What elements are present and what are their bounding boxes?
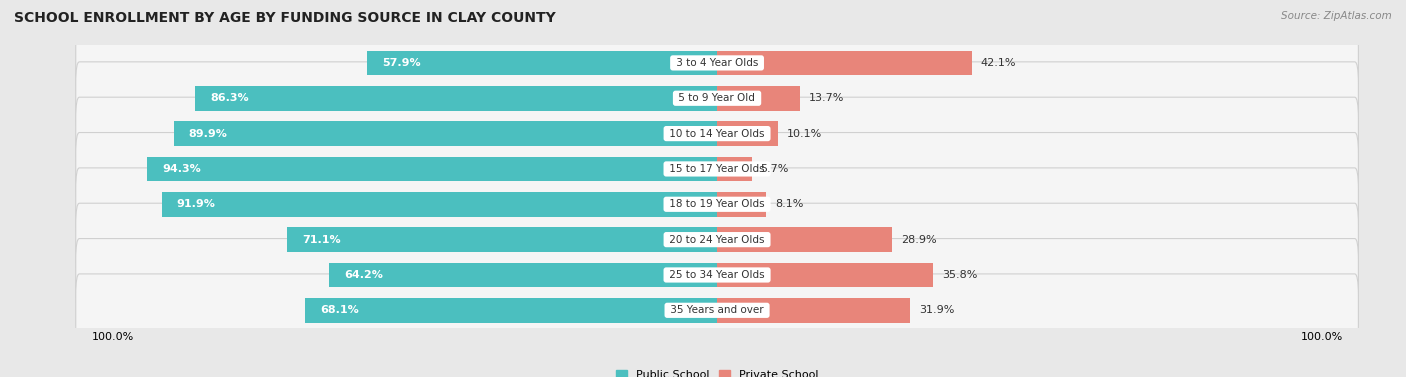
Bar — [717, 51, 972, 75]
Bar — [717, 86, 800, 110]
Text: 3 to 4 Year Olds: 3 to 4 Year Olds — [672, 58, 762, 68]
FancyBboxPatch shape — [76, 168, 1358, 241]
FancyBboxPatch shape — [76, 62, 1358, 135]
Text: 25 to 34 Year Olds: 25 to 34 Year Olds — [666, 270, 768, 280]
FancyBboxPatch shape — [76, 133, 1358, 205]
Text: 15 to 17 Year Olds: 15 to 17 Year Olds — [666, 164, 768, 174]
Text: SCHOOL ENROLLMENT BY AGE BY FUNDING SOURCE IN CLAY COUNTY: SCHOOL ENROLLMENT BY AGE BY FUNDING SOUR… — [14, 11, 555, 25]
Text: 13.7%: 13.7% — [808, 93, 845, 103]
Bar — [305, 298, 717, 323]
Text: 42.1%: 42.1% — [980, 58, 1017, 68]
Bar — [717, 298, 910, 323]
Bar — [717, 156, 752, 181]
Bar — [329, 263, 717, 287]
Bar — [717, 263, 934, 287]
Bar — [367, 51, 717, 75]
Bar — [717, 192, 766, 217]
Text: 5 to 9 Year Old: 5 to 9 Year Old — [675, 93, 759, 103]
Text: 5.7%: 5.7% — [761, 164, 789, 174]
Bar — [287, 227, 717, 252]
Text: 8.1%: 8.1% — [775, 199, 803, 209]
Text: 10.1%: 10.1% — [787, 129, 823, 139]
Text: 35.8%: 35.8% — [942, 270, 979, 280]
Text: 31.9%: 31.9% — [920, 305, 955, 315]
Legend: Public School, Private School: Public School, Private School — [612, 365, 823, 377]
Text: 28.9%: 28.9% — [901, 234, 936, 245]
Bar — [148, 156, 717, 181]
FancyBboxPatch shape — [76, 97, 1358, 170]
Text: 68.1%: 68.1% — [321, 305, 360, 315]
Text: 10 to 14 Year Olds: 10 to 14 Year Olds — [666, 129, 768, 139]
Text: 35 Years and over: 35 Years and over — [666, 305, 768, 315]
FancyBboxPatch shape — [76, 239, 1358, 311]
Text: 89.9%: 89.9% — [188, 129, 228, 139]
Bar — [717, 227, 891, 252]
Bar — [195, 86, 717, 110]
Text: 91.9%: 91.9% — [177, 199, 215, 209]
Text: 18 to 19 Year Olds: 18 to 19 Year Olds — [666, 199, 768, 209]
Bar — [717, 121, 778, 146]
FancyBboxPatch shape — [76, 274, 1358, 347]
Text: 64.2%: 64.2% — [344, 270, 382, 280]
Bar — [174, 121, 717, 146]
Text: 20 to 24 Year Olds: 20 to 24 Year Olds — [666, 234, 768, 245]
Bar — [162, 192, 717, 217]
Text: Source: ZipAtlas.com: Source: ZipAtlas.com — [1281, 11, 1392, 21]
Text: 71.1%: 71.1% — [302, 234, 342, 245]
Text: 57.9%: 57.9% — [382, 58, 420, 68]
Text: 94.3%: 94.3% — [162, 164, 201, 174]
FancyBboxPatch shape — [76, 203, 1358, 276]
Text: 86.3%: 86.3% — [211, 93, 249, 103]
FancyBboxPatch shape — [76, 26, 1358, 99]
